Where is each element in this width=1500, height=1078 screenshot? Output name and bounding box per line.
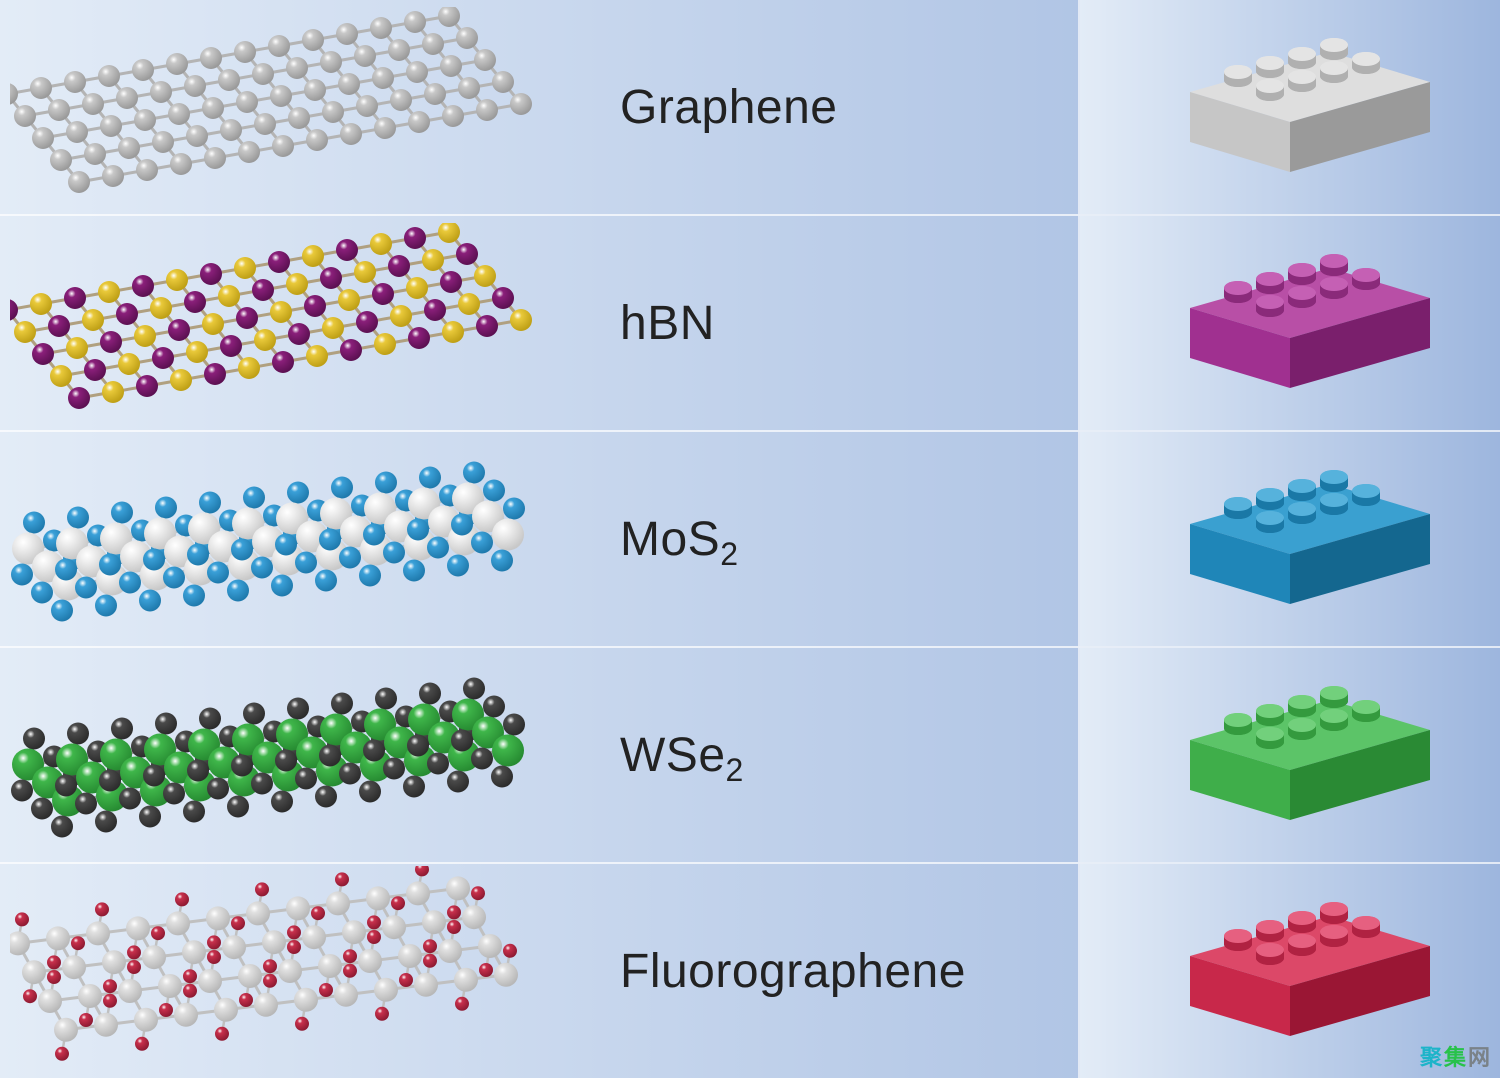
- label-fluorographene: Fluorographene: [580, 864, 1078, 1078]
- brick-mos2: [1078, 432, 1500, 646]
- lattice-wse2: [0, 648, 580, 862]
- label-text: MoS2: [620, 512, 739, 567]
- material-row-wse2: WSe2: [0, 648, 1500, 864]
- materials-infographic: Graphene: [0, 0, 1500, 1078]
- label-text: Fluorographene: [620, 944, 966, 999]
- brick-hbn: [1078, 216, 1500, 430]
- label-hbn: hBN: [580, 216, 1078, 430]
- lattice-hbn: [0, 216, 580, 430]
- label-graphene: Graphene: [580, 0, 1078, 214]
- label-mos2: MoS2: [580, 432, 1078, 646]
- material-row-fluorographene: Fluorographene 聚集网: [0, 864, 1500, 1078]
- lattice-fluorographene: [0, 864, 580, 1078]
- material-row-graphene: Graphene: [0, 0, 1500, 216]
- lattice-graphene: [0, 0, 580, 214]
- lattice-mos2: [0, 432, 580, 646]
- brick-wse2: [1078, 648, 1500, 862]
- label-wse2: WSe2: [580, 648, 1078, 862]
- material-row-hbn: hBN: [0, 216, 1500, 432]
- label-text: hBN: [620, 296, 715, 351]
- watermark: 聚集网: [1420, 1040, 1492, 1072]
- material-row-mos2: MoS2: [0, 432, 1500, 648]
- brick-fluorographene: 聚集网: [1078, 864, 1500, 1078]
- brick-graphene: [1078, 0, 1500, 214]
- label-text: WSe2: [620, 728, 744, 783]
- label-text: Graphene: [620, 80, 838, 135]
